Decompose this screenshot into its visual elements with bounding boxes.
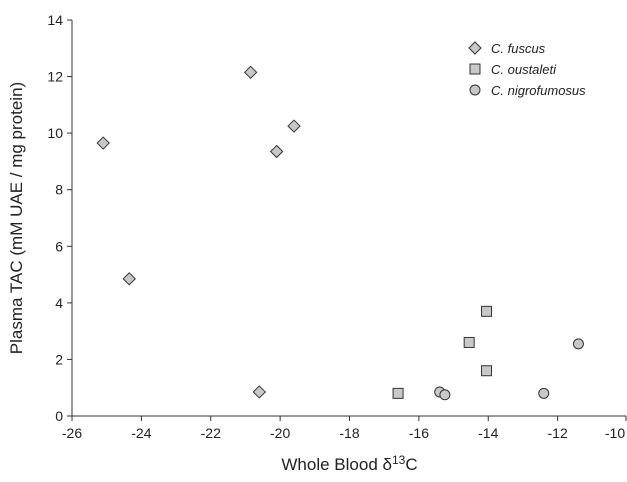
x-tick-label: -18 [339,425,359,441]
data-point [287,119,301,133]
x-tick-label: -26 [62,425,82,441]
axes [71,20,626,417]
y-tick-label: 4 [55,295,63,311]
x-tick-label: -10 [605,425,625,441]
x-axis-title: Whole Blood δ13C [281,453,417,474]
legend-marker [468,41,482,55]
data-point [252,385,267,399]
legend: C. fuscus C. oustaleti C. nigrofumosus [468,41,586,98]
data-point [538,387,550,399]
data-point [481,305,493,317]
legend-label: C. fuscus [491,41,546,56]
data-point [269,144,284,159]
data-point [243,65,258,80]
y-tick-label: 0 [55,408,63,424]
x-tick-label: -14 [478,425,498,441]
legend-marker [469,84,481,96]
x-tick-label: -16 [409,425,429,441]
y-axis-title: Plasma TAC (mM UAE / mg protein) [7,82,26,354]
x-tick-label: -12 [548,425,568,441]
y-tick-label: 6 [55,238,63,254]
data-point [572,338,584,350]
x-tick-label: -20 [270,425,290,441]
y-tick-label: 12 [47,69,63,85]
legend-label: C. oustaleti [491,62,557,77]
x-tick-label: -24 [131,425,151,441]
x-tick-label: -22 [201,425,221,441]
data-point [122,272,136,286]
data-point [439,389,451,401]
data-point [481,365,493,377]
y-tick-label: 14 [47,12,63,28]
data-point [463,336,475,348]
data-points [96,65,584,401]
legend-label: C. nigrofumosus [491,83,586,98]
axis-ticks: -26 -24 -22 -20 -18 -16 -14 -12 -10 0 2 4 6 8 10 12 14 [47,12,627,441]
data-point [96,136,110,150]
y-tick-label: 8 [55,182,63,198]
data-point [392,387,404,399]
y-tick-label: 10 [47,125,63,141]
legend-marker [469,63,481,75]
y-tick-label: 2 [55,351,63,367]
